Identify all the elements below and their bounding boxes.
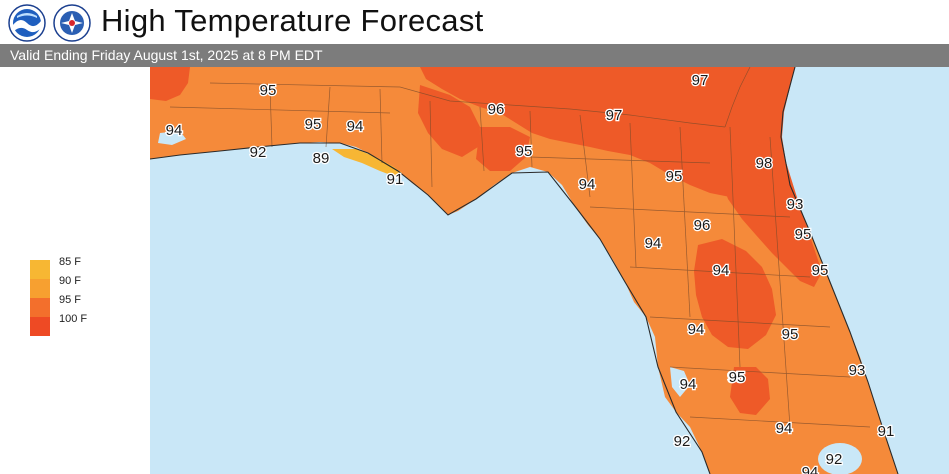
heat-region-east — [720, 137, 822, 287]
temp-label: 95 — [728, 369, 745, 386]
noaa-logo-icon — [8, 4, 46, 42]
legend-label-90: 90 F — [59, 275, 82, 287]
temp-label: 95 — [260, 82, 277, 99]
legend-swatch-90 — [30, 279, 50, 298]
legend-label-95: 95 F — [59, 294, 82, 306]
temp-label: 97 — [606, 107, 623, 124]
temp-label: 95 — [795, 226, 812, 243]
legend-item-95: 95 F — [30, 294, 110, 317]
temp-label: 95 — [729, 369, 746, 386]
heat-region-bigbend — [476, 127, 530, 171]
pensacola-bay — [158, 131, 186, 145]
heat-region-north — [420, 67, 795, 217]
heat-region-panhandle-west — [150, 67, 190, 101]
legend-label-85: 85 F — [59, 256, 82, 268]
temp-label: 95 — [782, 326, 799, 343]
legend-swatch-95 — [30, 298, 50, 317]
legend-label-100: 100 F — [59, 313, 88, 325]
coastline — [150, 67, 899, 474]
county-lines — [169, 67, 871, 428]
legend-item-85: 85 F — [30, 256, 110, 279]
heat-region-west — [418, 85, 480, 157]
temp-label: 91 — [878, 423, 895, 440]
temp-label: 94 — [776, 420, 793, 437]
lake-okeechobee — [818, 443, 862, 474]
temp-label: 95 — [812, 262, 829, 279]
nws-logo-icon — [53, 4, 91, 42]
temp-label: 92 — [826, 451, 843, 468]
temp-label: 92 — [674, 433, 691, 450]
legend-item-100: 100 F — [30, 313, 110, 336]
temp-label: 97 — [692, 72, 709, 89]
valid-time-bar: Valid Ending Friday August 1st, 2025 at … — [0, 44, 949, 67]
valid-time-text: Valid Ending Friday August 1st, 2025 at … — [10, 47, 323, 63]
temp-label: 93 — [787, 196, 804, 213]
temp-label: 94 — [688, 321, 705, 338]
legend: 85 F 90 F 95 F 100 F — [30, 256, 110, 336]
temp-label: 94 — [645, 235, 662, 252]
temp-label: 94 — [680, 376, 697, 393]
tampa-bay — [670, 367, 690, 397]
temp-label: 95 — [666, 168, 683, 185]
map-svg: 95 94 92 89 95 94 91 96 97 97 95 94 95 9… — [150, 67, 949, 474]
temp-label: 93 — [849, 362, 866, 379]
temp-label: 94 — [347, 118, 364, 135]
temp-label: 91 — [387, 171, 404, 188]
temp-label: 94 — [713, 262, 730, 279]
temperature-labels: 95 94 92 89 95 94 91 96 97 97 95 94 95 9… — [164, 71, 895, 474]
temp-label: 98 — [756, 155, 773, 172]
temp-label: 95 — [516, 143, 533, 160]
temp-label: 96 — [694, 217, 711, 234]
forecast-map[interactable]: 95 94 92 89 95 94 91 96 97 97 95 94 95 9… — [150, 67, 949, 474]
legend-item-90: 90 F — [30, 275, 110, 298]
temp-label: 89 — [313, 150, 330, 167]
temp-label: 94 — [579, 176, 596, 193]
temp-label: 94 — [802, 464, 819, 474]
heat-region-south — [730, 367, 770, 415]
legend-swatch-100 — [30, 317, 50, 336]
header: High Temperature Forecast — [0, 0, 949, 44]
legend-swatch-85 — [30, 260, 50, 279]
temp-label: 96 — [488, 101, 505, 118]
heat-region-central — [694, 239, 776, 349]
cool-coastal-strip — [332, 149, 402, 177]
temp-label: 95 — [305, 116, 322, 133]
temp-label: 94 — [166, 122, 183, 139]
page-title: High Temperature Forecast — [101, 3, 484, 38]
temp-label: 92 — [250, 144, 267, 161]
